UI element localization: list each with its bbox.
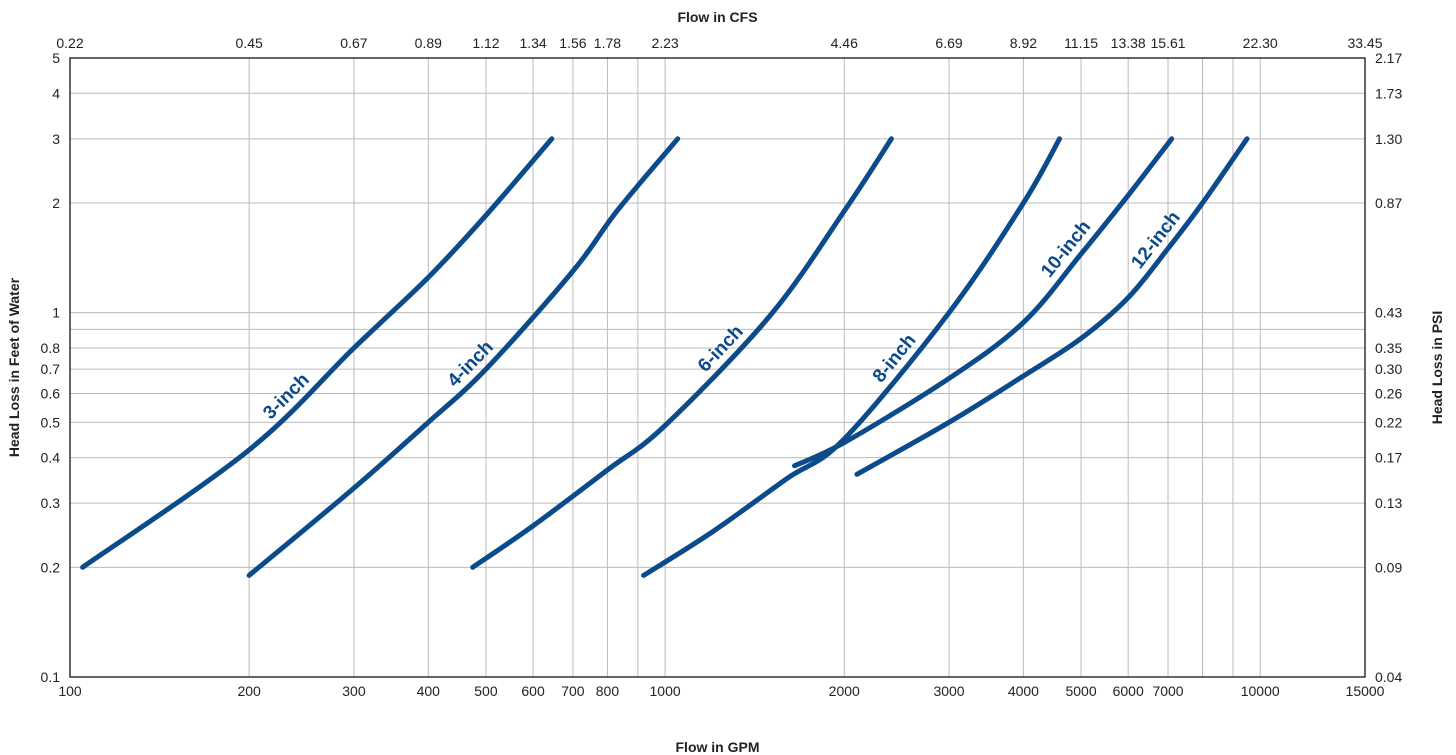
x-tick-labels: 100 200 300 400 500 600 700 800 1000 2000 3000 4000… [58,683,1384,699]
y2-tick-labels: 0.04 0.09 0.13 0.17 0.22 0.26 0.30 0.35 0.43 0.87… [1375,50,1402,685]
y2-tick-label: 0.09 [1375,559,1402,575]
y-tick-label: 4 [52,85,60,101]
y2-tick-label: 0.30 [1375,361,1402,377]
x2-tick-label: 8.92 [1010,35,1037,51]
x2-tick-label: 1.56 [559,35,586,51]
y2-tick-label: 0.26 [1375,385,1402,401]
x-tick-label: 300 [342,683,366,699]
x2-tick-label: 1.34 [519,35,546,51]
x2-tick-label: 0.89 [415,35,442,51]
gridlines [70,58,1365,677]
series-curve-10-inch [792,136,1175,469]
y-tick-label: 5 [52,50,60,66]
y-tick-label: 0.3 [41,495,61,511]
x2-tick-label: 2.23 [651,35,678,51]
y-tick-label: 0.8 [41,340,61,356]
x2-tick-label: 15.61 [1151,35,1186,51]
series-curve-6-inch [470,136,894,570]
y-tick-label: 3 [52,131,60,147]
y-tick-label: 0.5 [41,414,61,430]
x-tick-label: 500 [474,683,498,699]
y2-tick-label: 0.22 [1375,414,1402,430]
x-tick-label: 5000 [1065,683,1096,699]
y-tick-label: 0.2 [41,559,61,575]
y-tick-label: 0.7 [41,361,61,377]
y-tick-label: 0.4 [41,450,61,466]
series-curve-12-inch [854,136,1250,477]
y-tick-label: 0.6 [41,385,61,401]
x-tick-label: 700 [561,683,585,699]
y2-axis-title: Head Loss in PSI [1429,311,1445,425]
x-tick-label: 4000 [1008,683,1039,699]
y-axis-title: Head Loss in Feet of Water [6,277,22,457]
x-tick-label: 100 [58,683,82,699]
x-tick-label: 800 [596,683,620,699]
y2-tick-label: 1.73 [1375,85,1402,101]
x-tick-label: 2000 [829,683,860,699]
y2-tick-label: 0.35 [1375,340,1402,356]
y2-tick-label: 0.43 [1375,305,1402,321]
y-tick-label: 0.1 [41,669,61,685]
x2-tick-label: 22.30 [1243,35,1278,51]
x-tick-label: 1000 [650,683,681,699]
y-tick-label: 1 [52,305,60,321]
y2-tick-label: 0.87 [1375,195,1402,211]
series-curves [80,136,1250,578]
x-tick-label: 15000 [1346,683,1385,699]
series-curve-8-inch [641,136,1062,578]
y2-tick-label: 0.17 [1375,450,1402,466]
x2-tick-label: 13.38 [1111,35,1146,51]
x2-tick-label: 6.69 [935,35,962,51]
x2-tick-label: 11.15 [1064,35,1098,51]
y2-tick-label: 2.17 [1375,50,1402,66]
x-tick-label: 3000 [933,683,964,699]
x2-tick-label: 33.45 [1347,35,1382,51]
x-axis-title: Flow in GPM [676,739,760,755]
x-tick-label: 200 [237,683,261,699]
y2-tick-label: 0.04 [1375,669,1402,685]
y-tick-labels: 0.1 0.2 0.3 0.4 0.5 0.6 0.7 0.8 1 2 3 4 5 [41,50,61,685]
x2-tick-label: 1.78 [594,35,621,51]
series-curve-3-inch [80,136,555,570]
y-tick-label: 2 [52,195,60,211]
x2-tick-label: 0.67 [340,35,367,51]
series-curve-4-inch [246,136,681,578]
x2-tick-label: 0.22 [56,35,83,51]
x2-tick-label: 1.12 [472,35,499,51]
y2-tick-label: 0.13 [1375,495,1402,511]
y2-tick-label: 1.30 [1375,131,1402,147]
x2-tick-label: 4.46 [831,35,858,51]
x-tick-label: 10000 [1241,683,1280,699]
plot-frame [69,57,1366,678]
x-tick-label: 7000 [1152,683,1183,699]
x-tick-label: 600 [521,683,545,699]
x-tick-label: 400 [417,683,441,699]
x2-tick-labels: 0.22 0.45 0.67 0.89 1.12 1.34 1.56 1.78 2.23 4.46… [56,35,1382,51]
x2-axis-title: Flow in CFS [677,9,757,25]
x-tick-label: 6000 [1113,683,1144,699]
x2-tick-label: 0.45 [236,35,263,51]
